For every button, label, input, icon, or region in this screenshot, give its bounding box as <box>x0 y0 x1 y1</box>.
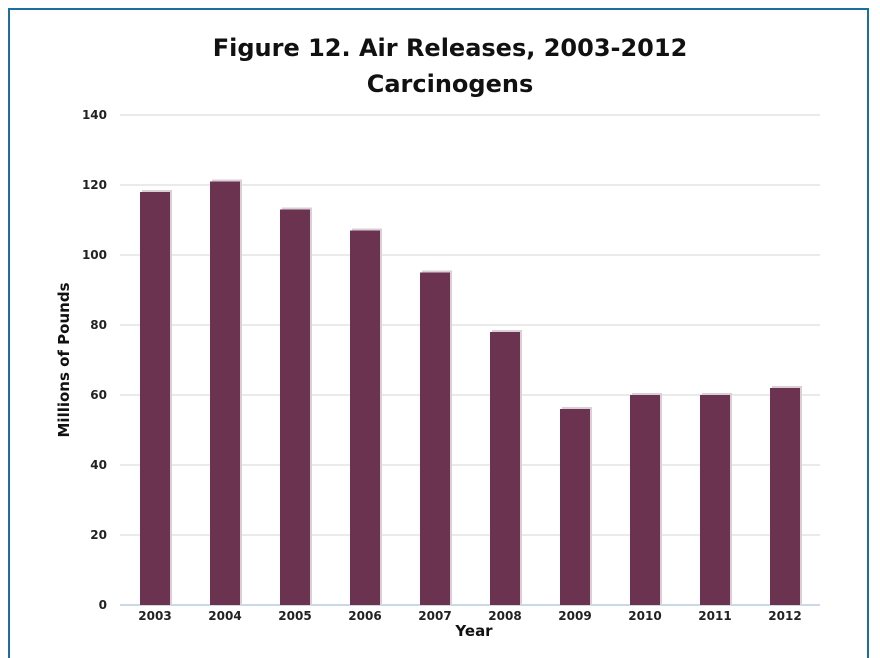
y-tick-label: 40 <box>90 458 107 472</box>
bar-2006 <box>350 230 380 605</box>
bar-2005 <box>280 209 310 605</box>
y-tick-label: 120 <box>82 178 107 192</box>
y-axis-ticks: 0 20 40 60 80 100 120 140 <box>82 108 107 612</box>
x-tick-label: 2006 <box>348 609 381 623</box>
bar-2003 <box>140 192 170 605</box>
bar-2004 <box>210 181 240 605</box>
x-tick-label: 2008 <box>488 609 521 623</box>
x-tick-label: 2007 <box>418 609 451 623</box>
chart-title: Figure 12. Air Releases, 2003-2012 <box>213 34 688 62</box>
bar-2011 <box>700 395 730 605</box>
x-axis-ticks: 2003 2004 2005 2006 2007 2008 2009 2010 2011 2012 <box>138 609 801 623</box>
y-axis-label: Millions of Pounds <box>55 282 73 437</box>
x-tick-label: 2004 <box>208 609 241 623</box>
x-tick-label: 2009 <box>558 609 591 623</box>
y-tick-label: 140 <box>82 108 107 122</box>
x-tick-label: 2011 <box>698 609 731 623</box>
chart-subtitle: Carcinogens <box>367 70 534 98</box>
y-tick-label: 80 <box>90 318 107 332</box>
bar-2009 <box>560 409 590 605</box>
x-axis-label: Year <box>454 622 493 640</box>
bar-2008 <box>490 332 520 605</box>
y-tick-label: 0 <box>99 598 107 612</box>
bar-2010 <box>630 395 660 605</box>
bar-2007 <box>420 272 450 605</box>
x-tick-label: 2010 <box>628 609 661 623</box>
y-tick-label: 20 <box>90 528 107 542</box>
x-tick-label: 2005 <box>278 609 311 623</box>
y-tick-label: 60 <box>90 388 107 402</box>
bars <box>140 179 802 605</box>
x-tick-label: 2003 <box>138 609 171 623</box>
y-tick-label: 100 <box>82 248 107 262</box>
x-tick-label: 2012 <box>768 609 801 623</box>
bar-2012 <box>770 388 800 605</box>
